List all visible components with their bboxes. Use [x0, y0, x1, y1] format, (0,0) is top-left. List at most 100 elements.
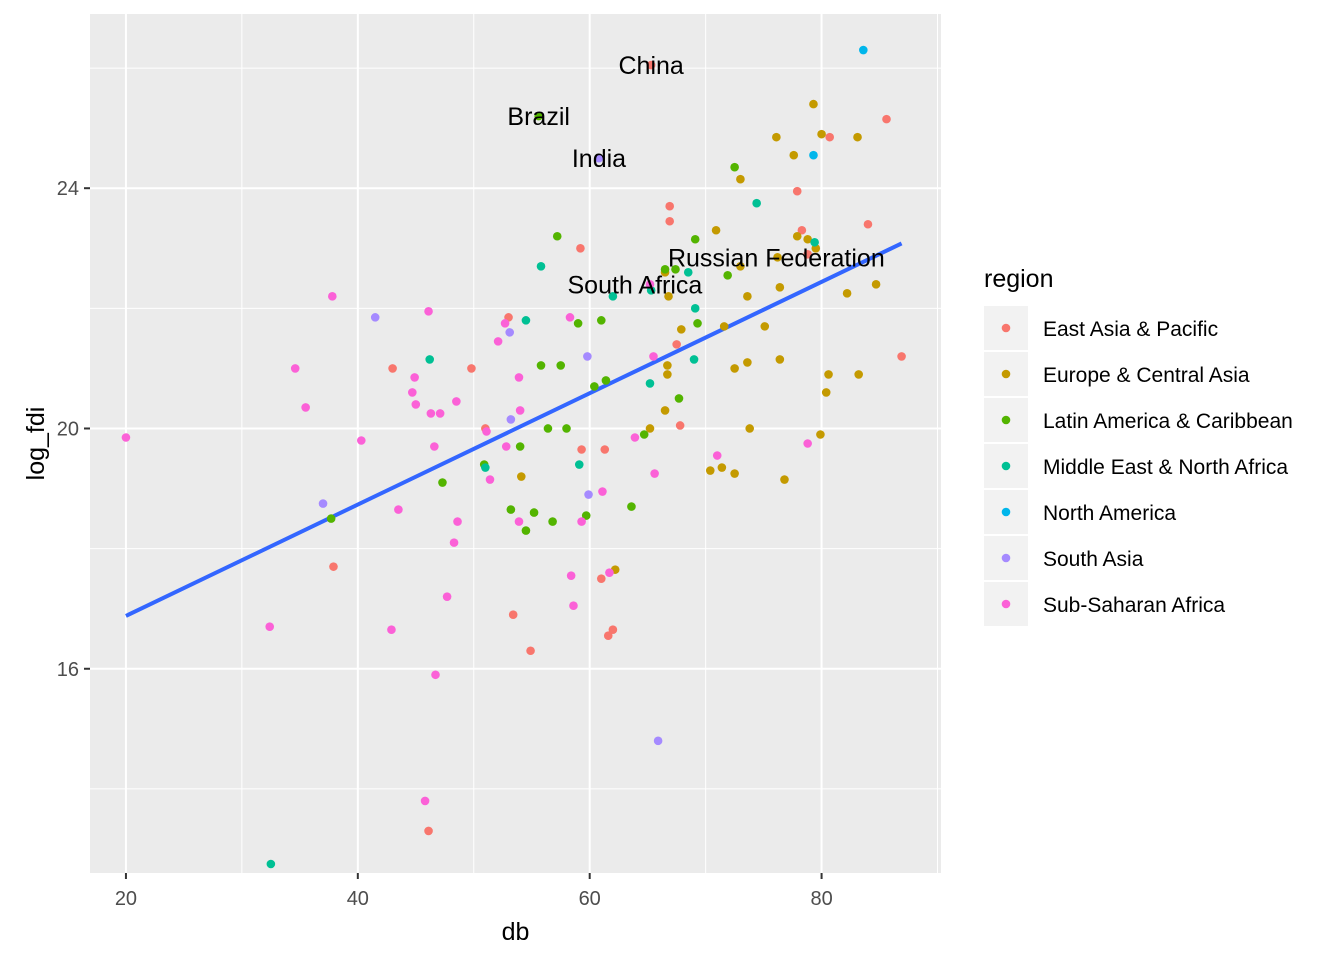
data-point	[569, 601, 578, 610]
data-point	[514, 373, 524, 382]
data-point	[529, 508, 539, 517]
data-point	[671, 264, 680, 274]
data-point	[600, 445, 610, 454]
data-point	[859, 45, 868, 55]
data-point	[705, 466, 715, 475]
data-point	[508, 610, 518, 619]
legend-title: region	[984, 265, 1054, 293]
data-point	[630, 433, 640, 442]
legend-label: South Asia	[1043, 548, 1144, 571]
x-axis-title: db	[502, 918, 530, 946]
point-label: China	[618, 52, 683, 80]
data-point	[660, 406, 670, 415]
legend-label: Europe & Central Asia	[1043, 364, 1250, 387]
data-point	[501, 442, 511, 451]
data-point	[803, 249, 812, 259]
x-tick-label: 40	[347, 888, 369, 910]
data-point	[775, 355, 785, 364]
data-point	[388, 364, 397, 373]
point-label: India	[572, 145, 626, 173]
data-point	[797, 225, 807, 235]
data-point	[676, 325, 686, 334]
data-point	[521, 316, 531, 325]
data-point	[301, 403, 310, 412]
data-point	[121, 433, 131, 442]
data-point	[505, 328, 515, 337]
legend-label: Latin America & Caribbean	[1043, 410, 1293, 433]
data-point	[853, 132, 862, 142]
minor-gridlines	[90, 14, 941, 873]
data-point	[608, 292, 618, 301]
data-point	[577, 517, 586, 526]
data-point	[871, 280, 881, 289]
legend-item: East Asia & Pacific	[984, 306, 1218, 350]
data-point	[792, 231, 802, 241]
data-point	[581, 511, 591, 520]
data-point	[438, 478, 447, 487]
data-point	[370, 313, 380, 322]
data-point	[576, 243, 585, 253]
data-point	[411, 400, 421, 409]
data-point	[810, 237, 819, 247]
data-point	[674, 394, 684, 403]
data-point	[603, 631, 613, 641]
data-point	[723, 271, 732, 280]
legend-swatch	[1001, 461, 1011, 471]
legend-item: North America	[984, 490, 1176, 534]
data-point	[556, 361, 566, 370]
data-point	[326, 514, 336, 523]
data-point	[394, 505, 403, 514]
data-point	[711, 225, 721, 235]
data-point	[424, 307, 433, 316]
legend: region East Asia & Pacific Europe & Centr…	[984, 265, 1293, 626]
data-point	[842, 289, 852, 298]
data-point	[431, 670, 440, 680]
data-point	[645, 424, 655, 433]
trend-line-group	[125, 241, 903, 618]
data-point	[689, 355, 699, 364]
data-point	[650, 469, 659, 478]
data-point	[425, 355, 435, 364]
legend-label: Middle East & North Africa	[1043, 456, 1288, 479]
data-point	[752, 198, 761, 208]
data-point	[408, 388, 417, 397]
legend-item: Europe & Central Asia	[984, 352, 1250, 396]
data-point	[745, 424, 754, 433]
data-point	[516, 472, 526, 481]
y-axis: 16 20 24	[57, 178, 90, 681]
y-tick-label: 20	[57, 418, 79, 440]
legend-swatch	[1001, 553, 1011, 563]
data-point	[566, 571, 576, 580]
data-point	[683, 268, 693, 277]
data-point	[736, 174, 745, 184]
data-point	[736, 261, 745, 271]
data-point	[821, 388, 831, 397]
data-point	[485, 475, 495, 484]
data-point	[825, 132, 834, 142]
legend-swatch	[1001, 415, 1011, 425]
data-point	[536, 261, 546, 271]
data-point	[653, 736, 663, 746]
data-point	[816, 430, 825, 439]
data-point	[318, 499, 328, 508]
data-point	[548, 517, 557, 526]
data-point	[690, 234, 700, 244]
data-point	[574, 460, 584, 469]
data-point	[646, 60, 656, 70]
legend-swatch	[1001, 369, 1011, 379]
legend-swatch	[1001, 599, 1011, 609]
data-point	[420, 796, 430, 806]
data-point	[760, 322, 770, 331]
data-point	[266, 859, 276, 869]
data-point	[290, 364, 300, 373]
data-point	[627, 502, 636, 511]
data-point	[583, 352, 592, 361]
data-point	[672, 340, 681, 349]
data-point	[854, 370, 863, 379]
data-point	[772, 132, 781, 142]
data-point	[789, 150, 799, 160]
point-label: South Africa	[568, 271, 703, 299]
data-point	[596, 316, 606, 325]
data-point	[780, 475, 789, 484]
x-axis: 20 40 60 80	[115, 873, 833, 910]
